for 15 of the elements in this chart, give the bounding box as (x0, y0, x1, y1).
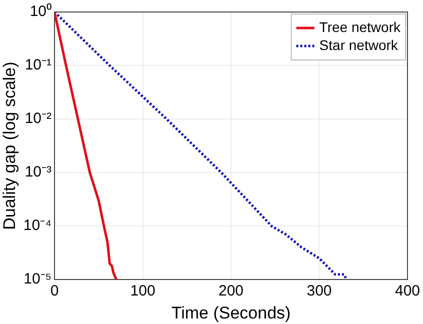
y-axis-title: Duality gap (log scale) (0, 62, 19, 230)
x-axis-title: Time (Seconds) (171, 303, 291, 322)
y-tick-label: 10⁻² (24, 110, 52, 128)
x-tick-label: 100 (130, 282, 156, 300)
y-tick-label: 10⁻¹ (24, 56, 52, 74)
y-tick-label: 10⁻⁵ (24, 270, 52, 288)
legend-label: Star network (319, 36, 399, 53)
y-tick-label: 10⁻⁴ (23, 217, 52, 234)
legend-label: Tree network (319, 18, 402, 35)
y-tick-label: 10⁻³ (24, 164, 52, 181)
x-tick-label: 300 (306, 282, 332, 300)
x-tick-label: 200 (218, 282, 244, 300)
x-tick-label: 0 (50, 282, 59, 300)
y-tick-label: 10⁰ (30, 3, 52, 20)
x-tick-label: 400 (394, 282, 420, 300)
